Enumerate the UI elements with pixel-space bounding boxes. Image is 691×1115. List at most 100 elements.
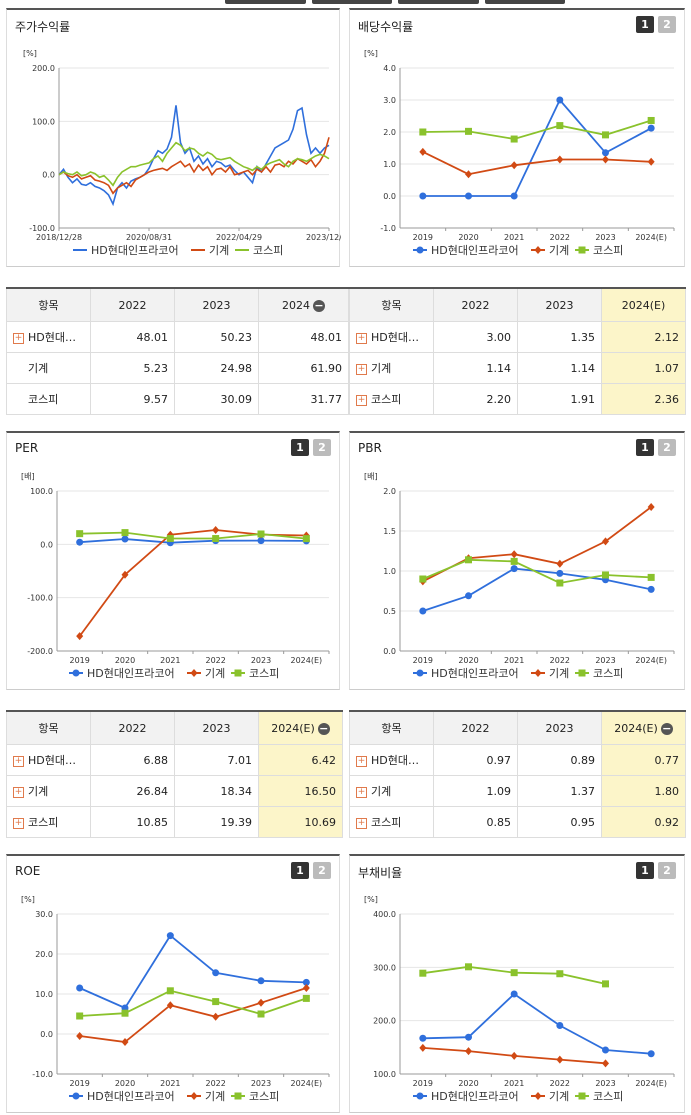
data-point [647, 585, 655, 593]
cell: 6.88 [90, 744, 175, 776]
cell: 10.69 [258, 806, 343, 838]
cell: 50.23 [174, 321, 259, 353]
page-2-button[interactable]: 2 [658, 862, 676, 879]
data-point [534, 246, 542, 254]
data-point [419, 147, 427, 156]
expand-icon[interactable]: + [356, 786, 367, 798]
x-tick-label: 2021 [504, 656, 524, 665]
cell: 3.00 [433, 321, 518, 353]
stock-return-panel: 주가수익률 [%] 200.0 100.0 0.0 -100.0 2018/12/28 20… [6, 8, 341, 267]
data-point [212, 526, 220, 535]
page-2-button[interactable]: 2 [658, 16, 676, 33]
y-tick-label: 20.0 [35, 950, 53, 959]
per-table: 항목 2022 2023 2024(E)− +HD현대인프라코어 6.88 7.… [6, 710, 343, 838]
x-tick-label: 2024(E) [635, 233, 667, 242]
series-line [422, 98, 652, 197]
y-unit-label: [%] [23, 49, 37, 58]
cell: 26.84 [90, 775, 175, 807]
data-point [556, 122, 564, 130]
collapse-icon[interactable]: − [660, 721, 673, 735]
series-line [79, 531, 307, 540]
data-point [257, 537, 265, 545]
page-2-button[interactable]: 2 [313, 862, 331, 879]
col-header: 2024(E) [601, 287, 686, 322]
x-tick-label: 2023 [251, 656, 271, 665]
y-tick-label: -100.0 [27, 594, 53, 603]
row-name: +HD현대인프라코어 [6, 321, 91, 353]
legend-label: HD현대인프라코어 [87, 667, 175, 680]
x-tick-label: 2020 [458, 1079, 478, 1088]
data-point [602, 1046, 609, 1054]
data-point [416, 246, 424, 254]
data-point [647, 573, 655, 581]
cell: 2.20 [433, 383, 518, 415]
cell: 1.09 [433, 775, 518, 807]
page-2-button[interactable]: 2 [658, 439, 676, 456]
page-2-button[interactable]: 2 [313, 439, 331, 456]
expand-icon[interactable]: + [13, 755, 24, 767]
collapse-icon[interactable]: − [313, 298, 325, 312]
expand-icon[interactable]: + [356, 363, 367, 375]
legend-label: 코스피 [593, 244, 623, 257]
expand-icon[interactable]: + [356, 394, 367, 406]
x-tick-label: 2024(E) [635, 656, 667, 665]
panel-title: PBR [358, 441, 382, 455]
data-point [76, 538, 84, 546]
cell: 1.14 [517, 352, 602, 384]
panel-title: 부채비율 [358, 866, 403, 880]
y-tick-label: -200.0 [27, 647, 53, 656]
page-1-button[interactable]: 1 [636, 439, 654, 456]
col-header: 2023 [174, 287, 259, 322]
roe-chart: [%]30.0 20.0 10.0 0.0 -10.0 2019 2020 2021 2022 2… [21, 895, 330, 1103]
data-point [166, 1001, 174, 1010]
page-1-button[interactable]: 1 [291, 439, 309, 456]
data-point [76, 1032, 84, 1040]
cell: 2.12 [601, 321, 686, 353]
data-point [212, 535, 220, 543]
legend-label: 코스피 [253, 244, 283, 257]
cell: 9.57 [90, 383, 175, 415]
x-tick-label: 2024(E) [291, 1079, 323, 1088]
data-point [76, 1012, 84, 1020]
data-point [510, 1051, 518, 1060]
cell: 0.77 [601, 744, 686, 776]
data-point [416, 669, 424, 677]
page-1-button[interactable]: 1 [636, 16, 654, 33]
col-header: 2024(E) − [258, 710, 343, 745]
y-tick-label: 100.0 [32, 117, 55, 126]
col-header: 2023 [517, 287, 602, 322]
data-point [556, 559, 564, 568]
y-tick-label: 300.0 [373, 963, 396, 972]
x-tick-label: 2022 [550, 1079, 570, 1088]
y-unit-label: [%] [364, 49, 378, 58]
expand-icon[interactable]: + [356, 332, 367, 344]
data-point [121, 1009, 129, 1017]
data-point [647, 124, 655, 132]
expand-icon[interactable]: + [13, 817, 24, 829]
series-line [79, 989, 307, 1017]
cell: 16.50 [258, 775, 343, 807]
table-row: + 코스피 2.20 1.91 2.36 [349, 383, 686, 415]
panel-title: PER [15, 441, 39, 455]
expand-icon[interactable]: + [356, 817, 367, 829]
cell: 6.42 [258, 744, 343, 776]
series-line [422, 558, 652, 584]
cell: 2.36 [601, 383, 686, 415]
page-1-button[interactable]: 1 [636, 862, 654, 879]
data-point [602, 149, 609, 157]
y-tick-label: 3.0 [383, 96, 396, 105]
expand-icon[interactable]: + [13, 786, 24, 798]
col-header: 항목 [349, 710, 434, 745]
x-tick-label: 2020 [115, 656, 135, 665]
collapse-icon[interactable]: − [317, 721, 330, 735]
series-line [58, 105, 330, 207]
panel-title: ROE [15, 864, 41, 878]
expand-icon[interactable]: + [13, 332, 24, 344]
expand-icon[interactable]: + [356, 755, 367, 767]
y-tick-label: 0.0 [40, 1030, 53, 1039]
x-tick-label: 2021 [160, 656, 180, 665]
x-tick-label: 2020 [115, 1079, 135, 1088]
cell: 1.80 [601, 775, 686, 807]
page-1-button[interactable]: 1 [291, 862, 309, 879]
data-point [556, 569, 564, 577]
